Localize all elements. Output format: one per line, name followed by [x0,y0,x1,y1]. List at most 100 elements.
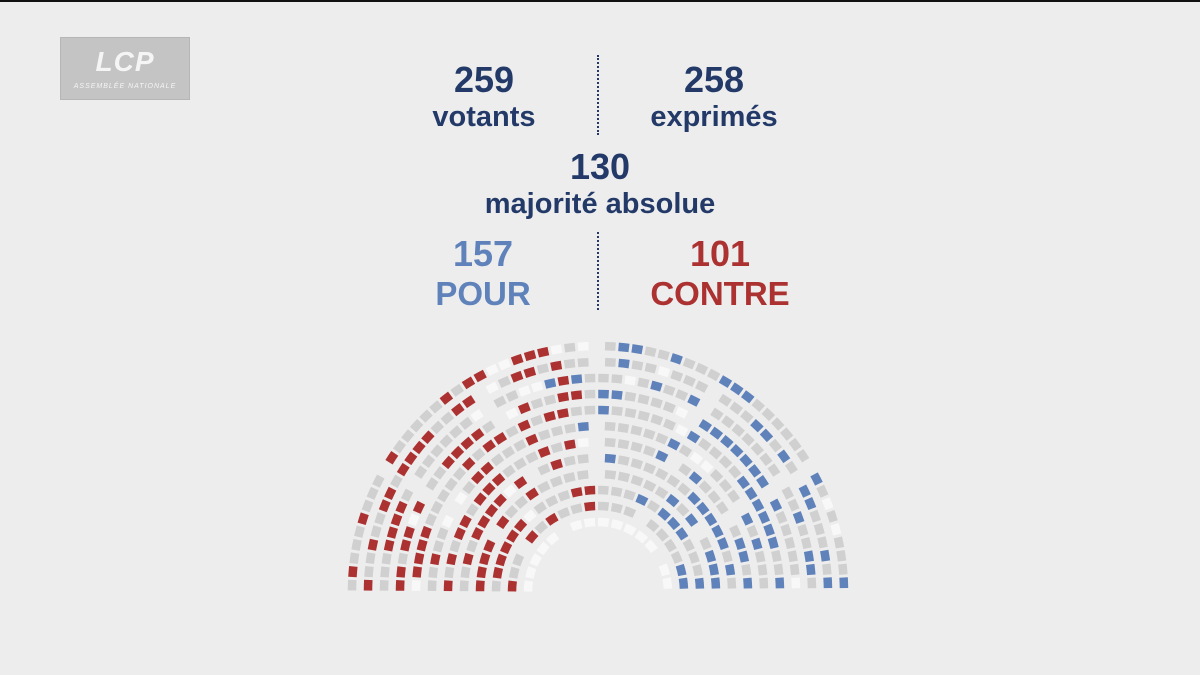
seat-absent [347,579,357,591]
seat-contre [460,436,474,450]
seat-absent [670,550,683,564]
seat-pour [694,577,705,589]
seat-absent [365,552,376,564]
seat-contre [430,553,441,566]
seat-absent [525,451,539,464]
seat-contre [537,346,550,358]
seat-absent [536,363,550,375]
seat-contre [517,419,531,432]
seat-absent [564,342,576,353]
seat-absent [731,423,745,437]
seat-absent [366,486,379,500]
seat-pour [696,501,710,516]
seat-contre [471,527,484,541]
seat-absent [570,406,583,417]
seat-absent [501,445,516,459]
seat-absent [624,391,637,402]
seat-absent [773,563,784,576]
seat-pour [698,419,712,432]
seat-absent [424,513,437,527]
seat-pour [708,563,719,576]
seat-absent [645,518,660,533]
seat-absent [807,577,817,589]
logo-subtitle: ASSEMBLÉE NATIONALE [73,83,177,90]
seat-contre [480,461,494,475]
seat-contre [412,500,426,514]
seat-absent [715,501,729,515]
seat-pour [751,498,765,512]
seat-contre [492,566,504,579]
seat-absent [682,374,696,387]
seat-pour [667,438,681,451]
seat-empty [523,509,537,523]
seat-empty [791,577,801,589]
seat-absent [563,455,576,467]
seat-contre [443,580,453,592]
seat-absent [604,341,616,351]
seat-absent [677,482,691,496]
seat-pour [739,453,753,468]
seat-absent [836,549,847,562]
seat-absent [436,527,449,540]
seat-contre [525,487,539,501]
seat-pour [763,523,775,537]
seat-empty [689,451,704,465]
seat-absent [427,580,437,591]
seat-absent [768,438,783,453]
seat-absent [604,421,616,432]
seat-empty [441,514,454,528]
seat-pour [650,380,663,392]
seat-empty [470,409,484,422]
seat-absent [577,357,589,368]
seat-pour [544,378,557,389]
seat-absent [643,479,657,493]
seat-contre [550,360,563,372]
seat-contre [570,487,583,498]
seat-contre [510,353,524,366]
seat-absent [670,370,684,382]
seat-pour [678,577,689,589]
seat-absent [623,506,637,518]
seat-contre [367,538,379,551]
seat-absent [759,452,773,467]
seat-contre [446,553,457,566]
seat-absent [419,409,433,423]
seat-absent [537,463,551,476]
seat-absent [729,524,742,538]
seat-pour [730,382,744,396]
seat-absent [514,495,529,509]
seat-absent [433,466,447,480]
seat-absent [643,428,656,440]
seat-contre [523,350,537,362]
seat-contre [500,541,513,555]
seat-contre [471,470,485,485]
seat-absent [809,509,821,523]
contre-stat: 101 CONTRE [620,234,820,314]
seat-absent [675,502,690,517]
seat-absent [780,523,792,537]
seat-absent [789,563,800,576]
seat-empty [598,517,610,528]
seat-contre [496,515,510,530]
seat-absent [505,425,519,438]
seat-absent [688,551,700,564]
seat-empty [485,381,499,394]
seat-pour [657,507,671,521]
seat-absent [655,528,670,542]
seat-absent [644,346,657,357]
pour-count: 157 [452,233,514,274]
seat-pour [736,475,750,490]
seat-absent [822,563,832,575]
seat-absent [727,577,737,589]
seat-absent [644,362,657,374]
seat-contre [556,408,569,419]
logo-text: LCP [95,46,155,77]
top-border [0,0,1200,2]
votants-count: 259 [453,59,515,100]
seat-pour [665,493,680,508]
seat-contre [517,402,531,415]
exprimes-count: 258 [683,59,745,100]
seat-absent [513,439,527,452]
seat-pour [667,516,681,531]
seat-absent [646,499,661,513]
